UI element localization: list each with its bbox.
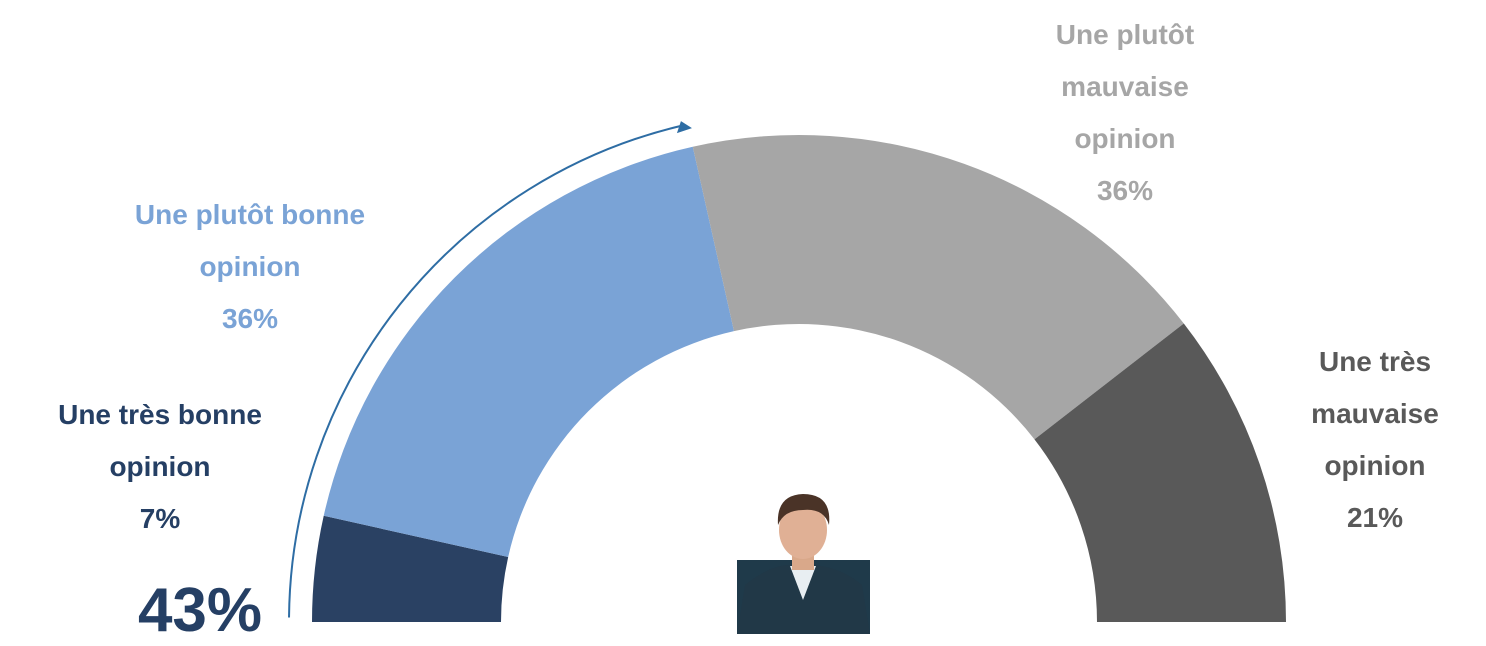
value-label: 7%: [139, 503, 181, 534]
donut-segment: [312, 515, 509, 622]
donut-segment: [323, 146, 734, 557]
category-name: Une plutôt mauvaise opinion: [1055, 19, 1195, 154]
category-name: Une très bonne opinion: [58, 399, 262, 482]
segment-label: Une plutôt bonne opinion 36%: [125, 189, 375, 345]
value-label: 21%: [1346, 502, 1404, 533]
total-label: 43%: [137, 576, 263, 645]
value-label: 36%: [221, 303, 279, 334]
donut-segment: [692, 134, 1184, 440]
segment-label: Une très bonne opinion 7%: [10, 389, 310, 545]
progress-arrow: [288, 125, 681, 618]
portrait-photo: [737, 494, 870, 634]
donut-segment: [1034, 323, 1286, 622]
category-name: Une plutôt bonne opinion: [134, 199, 366, 282]
segment-label: Une plutôt mauvaise opinion 36%: [1025, 9, 1225, 217]
category-name: Une très mauvaise opinion: [1311, 346, 1439, 481]
arrow-head: [676, 121, 692, 134]
value-label: 36%: [1096, 175, 1154, 206]
segment-label: Une très mauvaise opinion 21%: [1275, 336, 1475, 544]
